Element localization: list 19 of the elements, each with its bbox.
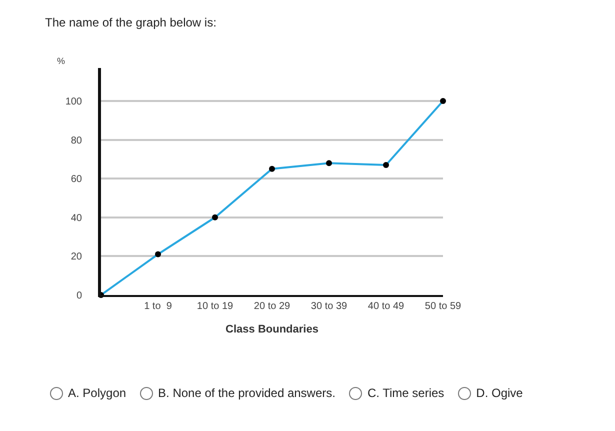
text: B. None of the provided answers. <box>158 386 336 400</box>
x-tick-label: 1 to 9 <box>144 301 172 312</box>
x-tick-label: 30 to 39 <box>310 301 348 312</box>
y-axis-title: % <box>57 56 66 66</box>
y-tick-label: 0 <box>76 290 82 302</box>
chart-title: The name of the graph below is: <box>45 15 216 30</box>
x-axis-title: Class Boundaries <box>226 324 318 336</box>
text: C. Time series <box>367 386 444 400</box>
x-tick-label: 50 to 59 <box>424 301 462 312</box>
y-tick-label: 40 <box>70 212 82 224</box>
text: A. Polygon <box>68 386 126 400</box>
y-tick-label: 80 <box>70 135 82 146</box>
x-tick-label: 40 to 49 <box>368 301 405 312</box>
y-tick-label: 100 <box>65 96 82 108</box>
y-tick-label: 60 <box>70 174 82 186</box>
x-tick-label: 20 to 29 <box>254 301 291 312</box>
text: D. Ogive <box>476 386 523 400</box>
y-tick-label: 20 <box>70 252 82 263</box>
x-tick-label: 10 to 19 <box>196 301 234 312</box>
